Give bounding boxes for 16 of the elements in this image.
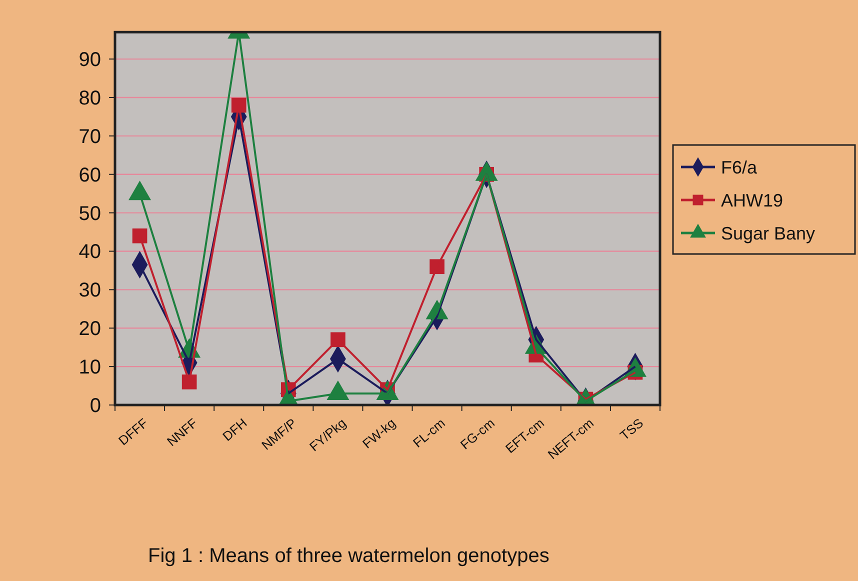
- y-tick-label: 40: [78, 241, 101, 264]
- legend-label: Sugar Bany: [721, 223, 816, 244]
- legend-label: F6/a: [721, 157, 758, 178]
- x-tick-label: TSS: [617, 415, 646, 444]
- point: [132, 228, 148, 244]
- legend-label: AHW19: [721, 190, 784, 210]
- y-tick-label: 0: [90, 395, 101, 417]
- y-tick-label: 10: [78, 356, 101, 379]
- y-tick-label: 50: [78, 202, 101, 225]
- y-tick-label: 20: [78, 318, 101, 340]
- y-tick-label: 30: [78, 280, 101, 302]
- y-tick-label: 70: [78, 126, 101, 148]
- text: Fig 1 : Means of three watermelon genotypes: [148, 545, 550, 567]
- y-tick-label: 60: [78, 164, 101, 186]
- y-tick-label: 80: [78, 87, 101, 110]
- y-tick-label: 90: [78, 49, 101, 72]
